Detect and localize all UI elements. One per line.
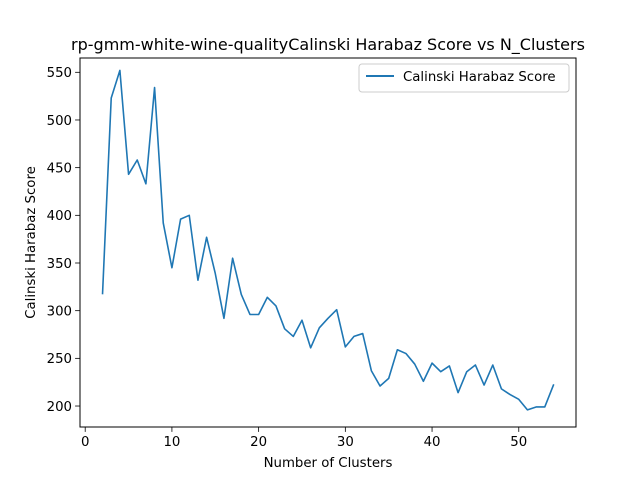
series-line-0 xyxy=(101,69,555,411)
y-tick-label: 350 xyxy=(47,257,72,272)
legend-box xyxy=(358,63,570,93)
y-tick-label: 250 xyxy=(47,352,72,367)
x-tick-label: 40 xyxy=(424,435,441,450)
x-tick-label: 10 xyxy=(163,435,180,450)
legend: Calinski Harabaz Score xyxy=(358,63,570,93)
x-axis-label: Number of Clusters xyxy=(264,456,393,471)
legend-label: Calinski Harabaz Score xyxy=(403,70,556,85)
y-tick-label: 550 xyxy=(47,66,72,81)
y-axis: 200 250 300 350 400 450 500 550 xyxy=(47,66,80,415)
y-tick-label: 400 xyxy=(47,209,72,224)
y-axis-label: Calinski Harabaz Score xyxy=(24,166,39,319)
chart-title: rp-gmm-white-wine-qualityCalinski Haraba… xyxy=(71,35,585,55)
y-tick-label: 500 xyxy=(47,114,72,129)
y-tick-label: 300 xyxy=(47,304,72,319)
x-tick-label: 0 xyxy=(81,435,89,450)
x-tick-label: 30 xyxy=(337,435,354,450)
plot-area xyxy=(101,69,555,411)
y-tick-label: 450 xyxy=(47,161,72,176)
x-tick-label: 20 xyxy=(250,435,267,450)
x-axis: 0 10 20 30 40 50 xyxy=(81,427,527,450)
y-tick-label: 200 xyxy=(47,400,72,415)
axes-frame xyxy=(79,57,577,428)
x-tick-label: 50 xyxy=(510,435,527,450)
